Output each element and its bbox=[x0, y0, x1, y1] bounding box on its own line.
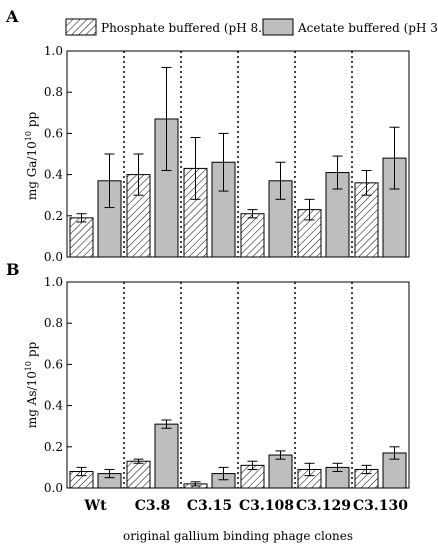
y-tick-label-b-1: 0.2 bbox=[44, 440, 63, 454]
y-ticks-a: 0.0 0.2 0.4 0.6 0.8 1.0 bbox=[44, 44, 72, 264]
x-tick-labels: Wt C3.8 C3.15 C3.108 C3.129 C3.130 bbox=[83, 498, 408, 514]
y-axis-title-a: mg Ga/1010 pp bbox=[24, 112, 39, 201]
y-tick-label-b-5: 1.0 bbox=[44, 275, 63, 289]
x-tick-label-4: C3.129 bbox=[296, 498, 351, 514]
y-tick-label-b-2: 0.4 bbox=[44, 399, 63, 413]
panel-label-b: B bbox=[6, 260, 20, 279]
y-tick-label-a-2: 0.4 bbox=[44, 168, 63, 182]
x-tick-label-0: Wt bbox=[83, 498, 107, 514]
x-tick-label-3: C3.108 bbox=[239, 498, 294, 514]
legend-swatch-phosphate bbox=[65, 18, 97, 36]
plot-frame-a bbox=[66, 50, 410, 258]
legend-swatch-acetate bbox=[262, 18, 294, 36]
legend: Phosphate buffered (pH 8.5) Acetate buff… bbox=[65, 18, 438, 36]
panel-label-a: A bbox=[5, 7, 19, 26]
y-ticks-b: 0.0 0.2 0.4 0.6 0.8 1.0 bbox=[44, 275, 72, 495]
x-tick-label-2: C3.15 bbox=[187, 498, 232, 514]
bar-b-1-1 bbox=[154, 423, 179, 489]
bars-a bbox=[69, 66, 407, 258]
x-axis-title: original gallium binding phage clones bbox=[123, 529, 353, 543]
panel-b: B mg As/1010 pp 0.0 0.2 0.4 0.6 0.8 1.0 bbox=[6, 260, 410, 495]
dividers-a bbox=[123, 51, 353, 257]
y-tick-label-a-4: 0.8 bbox=[44, 85, 63, 99]
bar-a-0-0 bbox=[69, 217, 94, 258]
x-tick-label-1: C3.8 bbox=[135, 498, 171, 514]
bar-b-1-0 bbox=[126, 460, 151, 489]
legend-label-acetate: Acetate buffered (pH 3.2) bbox=[297, 21, 438, 35]
panel-a: A mg Ga/1010 pp 0.0 0.2 0.4 0.6 0.8 1.0 bbox=[5, 7, 410, 264]
y-tick-label-a-1: 0.2 bbox=[44, 209, 63, 223]
x-tick-label-5: C3.130 bbox=[353, 498, 408, 514]
bar-a-3-0 bbox=[240, 213, 265, 258]
y-tick-label-a-3: 0.6 bbox=[44, 126, 63, 140]
y-tick-label-b-0: 0.0 bbox=[44, 481, 63, 495]
y-tick-label-b-3: 0.6 bbox=[44, 357, 63, 371]
y-tick-label-a-0: 0.0 bbox=[44, 250, 63, 264]
legend-label-phosphate: Phosphate buffered (pH 8.5) bbox=[101, 21, 274, 35]
bar-b-3-1 bbox=[268, 454, 293, 489]
y-tick-label-a-5: 1.0 bbox=[44, 44, 63, 58]
y-tick-label-b-4: 0.8 bbox=[44, 316, 63, 330]
dividers-b bbox=[123, 282, 353, 488]
y-axis-title-b: mg As/1010 pp bbox=[24, 341, 39, 428]
plot-frame-b bbox=[66, 281, 410, 489]
